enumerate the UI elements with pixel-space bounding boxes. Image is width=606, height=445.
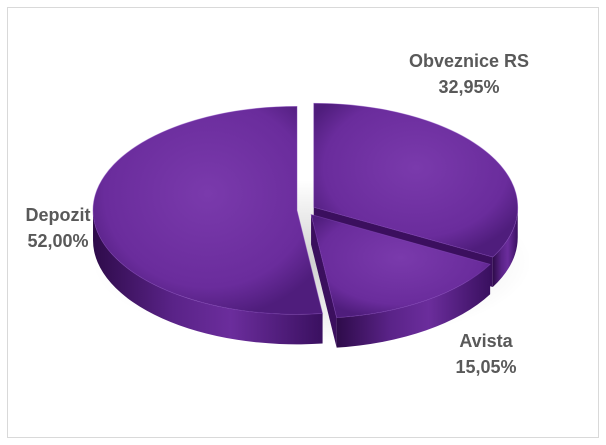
slice-value-avista: 15,05% [455,357,517,377]
pie-slice-wall-avista-end [311,214,337,348]
pie-slice-depozit [92,105,324,315]
slice-label-obveznice-rs: Obveznice RS 32,95% [384,48,554,100]
slice-value-depozit: 52,00% [27,231,89,251]
pie-slice-side-obveznice-rs [492,207,518,288]
slice-label-depozit: Depozit 52,00% [10,202,106,254]
pie-slice-avista [310,213,491,319]
pie-slice-side-depozit [93,210,323,345]
slice-value-obveznice-rs: 32,95% [438,77,500,97]
slice-name-depozit: Depozit [25,205,91,225]
pie-slice-obveznice-rs [313,102,519,258]
pie-slice-side-avista [336,264,491,348]
slice-name-avista: Avista [459,331,513,351]
slice-label-avista: Avista 15,05% [436,328,536,380]
slice-name-obveznice-rs: Obveznice RS [408,51,530,71]
